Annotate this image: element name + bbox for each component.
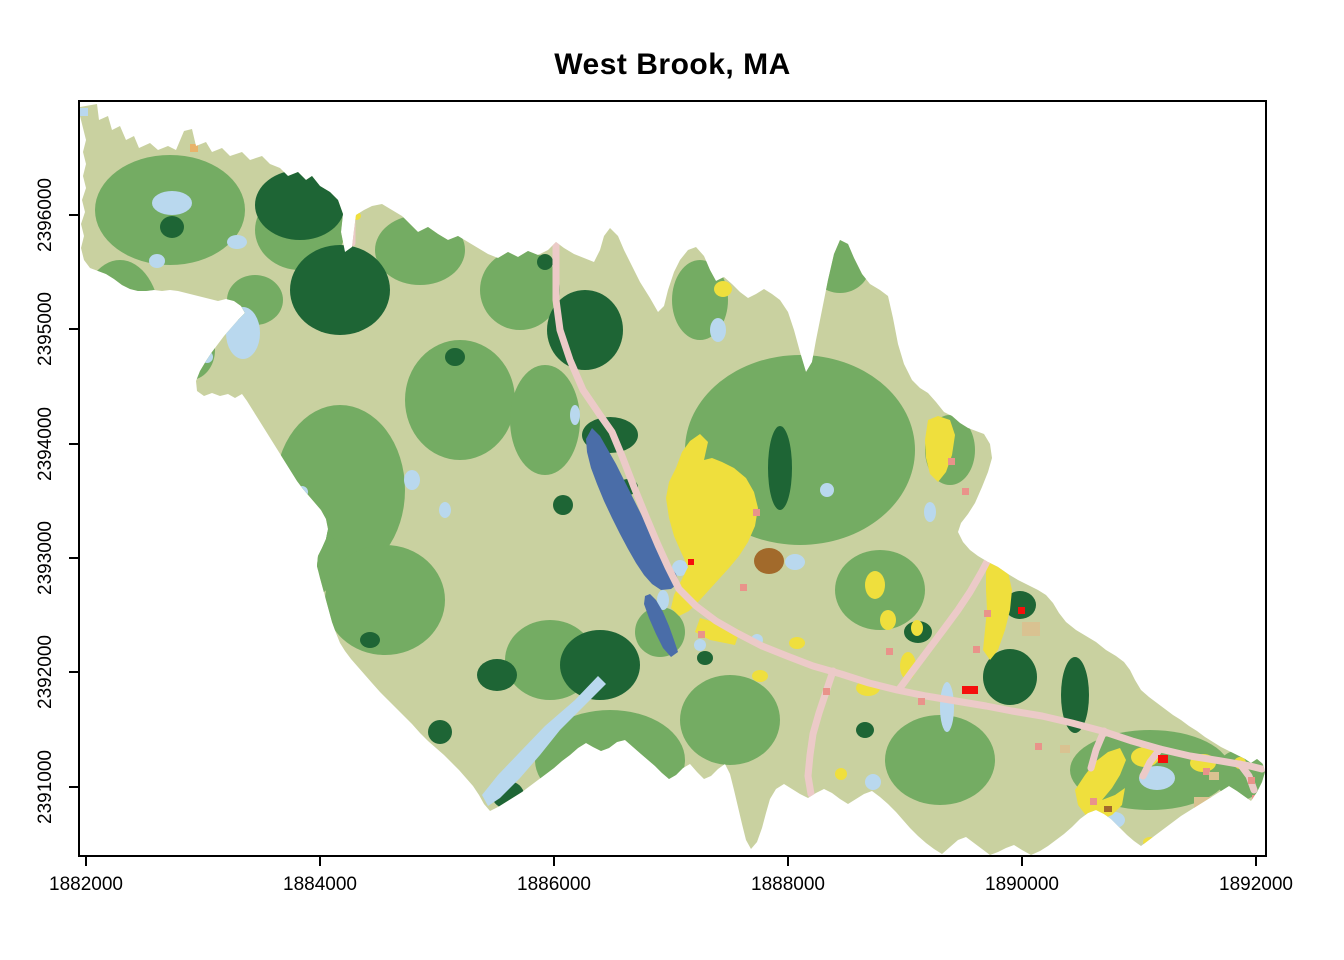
y-axis-tick (69, 557, 78, 559)
plot-box (78, 100, 1267, 857)
y-axis-tick (69, 671, 78, 673)
y-axis-tick (69, 328, 78, 330)
lake (586, 428, 679, 657)
y-axis-tick-label: 2394000 (35, 407, 56, 481)
y-axis-tick-label: 2391000 (35, 750, 56, 824)
x-axis-tick (1255, 857, 1257, 866)
land-cover-map (80, 104, 1265, 855)
x-axis-tick (85, 857, 87, 866)
x-axis-tick-label: 1890000 (985, 874, 1059, 895)
x-axis-tick (319, 857, 321, 866)
developed-salmon-pixels (698, 458, 1259, 805)
x-axis-tick-label: 1884000 (283, 874, 357, 895)
x-axis-tick-label: 1882000 (49, 874, 123, 895)
x-axis-tick (787, 857, 789, 866)
plot-title: West Brook, MA (554, 48, 791, 81)
red-pixels (688, 559, 1168, 763)
y-axis-tick (69, 786, 78, 788)
x-axis-tick-label: 1886000 (517, 874, 591, 895)
x-axis-tick (1021, 857, 1023, 866)
y-axis-tick (69, 214, 78, 216)
x-axis-tick-label: 1892000 (1219, 874, 1293, 895)
y-axis-tick (69, 443, 78, 445)
y-axis-tick-label: 2392000 (35, 635, 56, 709)
orange-tan-pixel (190, 144, 198, 152)
medium-green-patches (80, 155, 1265, 810)
x-axis-tick (553, 857, 555, 866)
brown-patches (754, 548, 1112, 812)
y-axis-tick-label: 2393000 (35, 521, 56, 595)
x-axis-tick-label: 1888000 (751, 874, 825, 895)
y-axis-tick-label: 2396000 (35, 178, 56, 252)
y-axis-tick-label: 2395000 (35, 292, 56, 366)
